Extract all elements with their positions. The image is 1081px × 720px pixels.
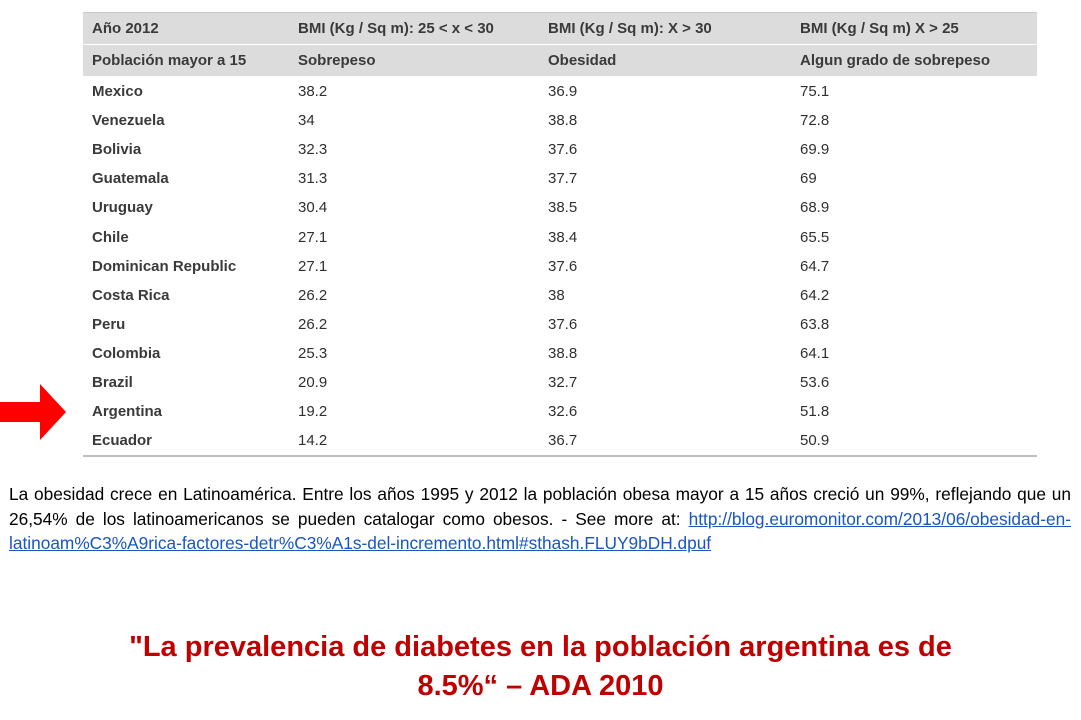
value-cell: 34 — [298, 112, 315, 130]
value-cell: 64.2 — [800, 286, 830, 304]
table-row: Venezuela 34 38.8 72.8 — [83, 106, 1037, 135]
obesity-table-container: Año 2012 BMI (Kg / Sq m): 25 < x < 30 BM… — [83, 12, 1037, 458]
header-cell: Obesidad — [539, 44, 791, 77]
value-cell: 32.6 — [548, 403, 578, 421]
quote-line-2: 8.5%“ – ADA 2010 — [417, 670, 664, 702]
value-cell: 38.5 — [548, 199, 578, 217]
table-row: Bolivia 32.3 37.6 69.9 — [83, 135, 1037, 164]
value-cell: 26.2 — [298, 315, 328, 333]
country-cell: Mexico — [92, 83, 143, 101]
header-cell: Año 2012 — [83, 13, 289, 45]
table-row: Peru 26.2 37.6 63.8 — [83, 310, 1037, 339]
right-arrow-icon — [0, 384, 66, 440]
table-body: Mexico 38.2 36.9 75.1 Venezuela 34 38.8 72.8 Bol… — [83, 77, 1037, 456]
country-cell: Guatemala — [92, 170, 169, 188]
table-row: Mexico 38.2 36.9 75.1 — [83, 77, 1037, 107]
value-cell: 25.3 — [298, 344, 328, 362]
country-cell: Ecuador — [92, 432, 153, 450]
value-cell: 50.9 — [800, 432, 830, 450]
value-cell: 37.7 — [548, 170, 578, 188]
source-link[interactable]: http://blog.euromonitor.com/2013/06/obes… — [9, 508, 1071, 554]
value-cell: 20.9 — [298, 373, 328, 391]
value-cell: 26.2 — [298, 286, 328, 304]
value-cell: 27.1 — [298, 257, 328, 275]
value-cell: 32.3 — [298, 141, 328, 159]
header-row-category: Población mayor a 15 Sobrepeso Obesidad … — [83, 44, 1037, 77]
table-row: Dominican Republic 27.1 37.6 64.7 — [83, 252, 1037, 281]
country-cell: Argentina — [92, 403, 163, 421]
value-cell: 14.2 — [298, 432, 328, 450]
value-cell: 38.2 — [298, 83, 328, 101]
value-cell: 37.6 — [548, 257, 578, 275]
value-cell: 37.6 — [548, 141, 578, 159]
value-cell: 38.4 — [548, 228, 578, 246]
table-header: Año 2012 BMI (Kg / Sq m): 25 < x < 30 BM… — [83, 13, 1037, 77]
value-cell: 32.7 — [548, 373, 578, 391]
country-cell: Peru — [92, 315, 126, 333]
value-cell: 30.4 — [298, 199, 328, 217]
value-cell: 38.8 — [548, 112, 578, 130]
table-row: Costa Rica 26.2 38 64.2 — [83, 281, 1037, 310]
country-cell: Bolivia — [92, 141, 142, 159]
value-cell: 31.3 — [298, 170, 328, 188]
table-row: Ecuador 14.2 36.7 50.9 — [83, 426, 1037, 455]
header-cell: BMI (Kg / Sq m): X > 30 — [539, 13, 791, 45]
value-cell: 64.1 — [800, 344, 830, 362]
value-cell: 51.8 — [800, 403, 830, 421]
country-cell: Uruguay — [92, 199, 153, 217]
country-cell: Venezuela — [92, 112, 165, 130]
header-row-year: Año 2012 BMI (Kg / Sq m): 25 < x < 30 BM… — [83, 13, 1037, 45]
value-cell: 65.5 — [800, 228, 830, 246]
caption-text: La obesidad crece en Latinoamérica. Entr… — [9, 484, 1071, 529]
value-cell: 63.8 — [800, 315, 830, 333]
header-cell: Sobrepeso — [289, 44, 539, 77]
table-row: Brazil 20.9 32.7 53.6 — [83, 368, 1037, 397]
header-cell: BMI (Kg / Sq m): 25 < x < 30 — [289, 13, 539, 45]
value-cell: 53.6 — [800, 373, 830, 391]
country-cell: Chile — [92, 228, 129, 246]
value-cell: 72.8 — [800, 112, 830, 130]
value-cell: 69 — [800, 170, 817, 188]
header-cell: Población mayor a 15 — [83, 44, 289, 77]
quote-line-1: "La prevalencia de diabetes en la poblac… — [129, 631, 952, 663]
value-cell: 38 — [548, 286, 565, 304]
value-cell: 27.1 — [298, 228, 328, 246]
value-cell: 68.9 — [800, 199, 830, 217]
header-cell: BMI (Kg / Sq m) X > 25 — [791, 13, 1037, 45]
value-cell: 37.6 — [548, 315, 578, 333]
value-cell: 19.2 — [298, 403, 328, 421]
diabetes-quote: "La prevalencia de diabetes en la poblac… — [0, 628, 1081, 706]
table-row: Guatemala 31.3 37.7 69 — [83, 164, 1037, 193]
country-cell: Brazil — [92, 373, 133, 391]
value-cell: 36.9 — [548, 83, 578, 101]
value-cell: 69.9 — [800, 141, 830, 159]
value-cell: 38.8 — [548, 344, 578, 362]
country-cell: Colombia — [92, 344, 161, 362]
table-row: Colombia 25.3 38.8 64.1 — [83, 339, 1037, 368]
value-cell: 36.7 — [548, 432, 578, 450]
country-cell: Costa Rica — [92, 286, 170, 304]
table-row: Uruguay 30.4 38.5 68.9 — [83, 193, 1037, 222]
value-cell: 75.1 — [800, 83, 830, 101]
value-cell: 64.7 — [800, 257, 830, 275]
table-row: Chile 27.1 38.4 65.5 — [83, 222, 1037, 251]
header-cell: Algun grado de sobrepeso — [791, 44, 1037, 77]
obesity-table: Año 2012 BMI (Kg / Sq m): 25 < x < 30 BM… — [83, 13, 1037, 455]
caption-paragraph: La obesidad crece en Latinoamérica. Entr… — [9, 482, 1071, 556]
table-row: Argentina 19.2 32.6 51.8 — [83, 397, 1037, 426]
country-cell: Dominican Republic — [92, 257, 237, 275]
